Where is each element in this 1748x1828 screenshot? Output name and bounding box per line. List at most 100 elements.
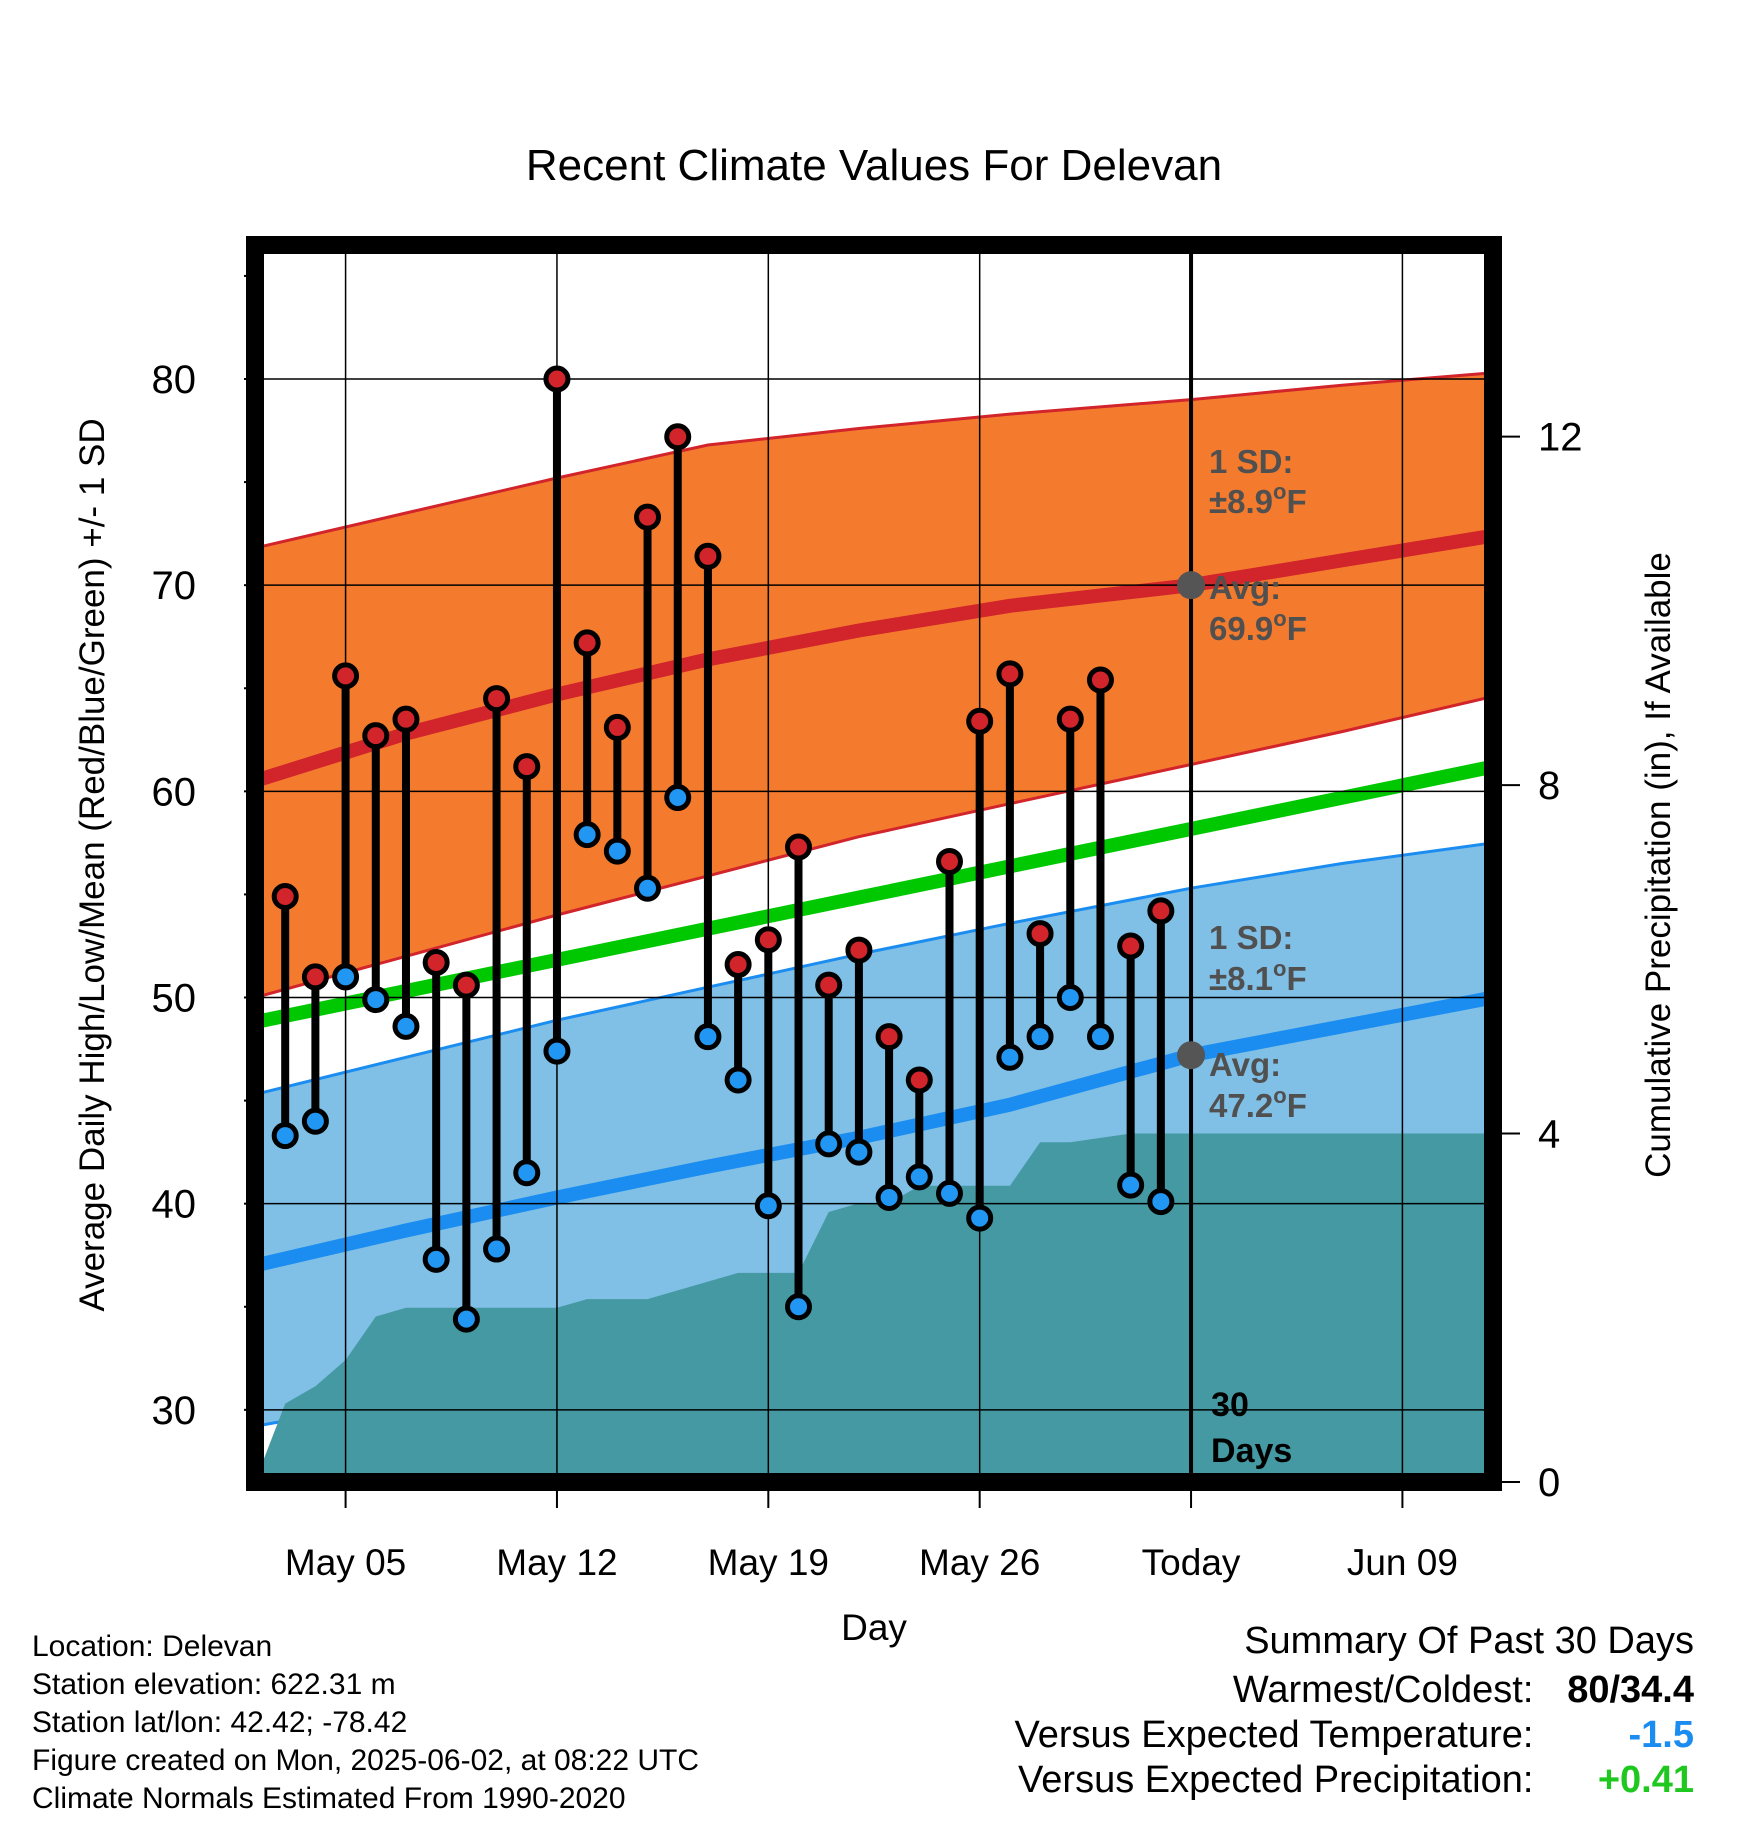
precip-area — [255, 1133, 1493, 1482]
info-elevation: Station elevation: 622.31 m — [32, 1668, 396, 1701]
daily-low-point — [573, 821, 601, 849]
summary-warmest-value: 80/34.4 — [1567, 1669, 1694, 1711]
y-tick-label: 60 — [152, 770, 197, 814]
summary-temp-label: Versus Expected Temperature: — [1014, 1714, 1534, 1756]
daily-low-point — [1026, 1023, 1054, 1051]
daily-low-point — [724, 1066, 752, 1094]
summary-temp-row: Versus Expected Temperature: -1.5 — [1015, 1714, 1694, 1757]
daily-low-point — [332, 963, 360, 991]
chart-title: Recent Climate Values For Delevan — [526, 141, 1222, 190]
daily-low-point — [996, 1043, 1024, 1071]
daily-low-point — [1117, 1171, 1145, 1199]
daily-low-point — [422, 1245, 450, 1273]
daily-low-point — [452, 1305, 480, 1333]
daily-high-point — [935, 847, 963, 875]
today-low-avg-marker — [1177, 1041, 1206, 1070]
normal-high-lower-line — [255, 695, 1493, 999]
period-label-number: 30 — [1211, 1386, 1249, 1424]
daily-high-point — [332, 662, 360, 690]
daily-high-point — [1056, 705, 1084, 733]
x-tick-label: May 12 — [496, 1542, 617, 1583]
daily-high-point — [543, 365, 571, 393]
daily-low-point — [1056, 984, 1084, 1012]
daily-high-point — [422, 948, 450, 976]
info-normals: Climate Normals Estimated From 1990-2020 — [32, 1782, 626, 1815]
daily-low-point — [634, 874, 662, 902]
summary-precip-value: +0.41 — [1597, 1759, 1694, 1801]
today-high-avg-marker — [1177, 571, 1206, 600]
daily-low-point — [1086, 1023, 1114, 1051]
plot-frame — [246, 236, 1502, 1491]
high-sd-label: 1 SD: — [1209, 443, 1293, 480]
daily-high-point — [966, 707, 994, 735]
daily-low-point — [483, 1235, 511, 1263]
daily-high-point — [271, 882, 299, 910]
y2-tick-label: 4 — [1538, 1113, 1560, 1157]
daily-high-point — [392, 705, 420, 733]
daily-high-point — [724, 951, 752, 979]
daily-high-point — [785, 833, 813, 861]
daily-high-point — [452, 971, 480, 999]
daily-low-point — [905, 1163, 933, 1191]
summary-temp-value: -1.5 — [1628, 1714, 1694, 1756]
daily-high-point — [513, 753, 541, 781]
daily-high-point — [875, 1023, 903, 1051]
daily-high-point — [996, 660, 1024, 688]
station-info: Location: Delevan Station elevation: 622… — [32, 1628, 699, 1818]
summary-warmest-label: Warmest/Coldest: — [1232, 1669, 1534, 1711]
y-tick-label: 40 — [152, 1183, 197, 1227]
daily-high-point — [1147, 897, 1175, 925]
daily-low-point — [301, 1107, 329, 1135]
daily-high-point — [483, 685, 511, 713]
x-tick-label: Jun 09 — [1347, 1542, 1458, 1583]
daily-low-point — [815, 1130, 843, 1158]
daily-high-point — [664, 423, 692, 451]
normal-high-avg-line — [255, 528, 1493, 788]
high-avg-label: Avg: — [1209, 569, 1281, 606]
low-avg-value: 47.2oF — [1209, 1083, 1307, 1124]
x-tick-label: May 19 — [708, 1542, 829, 1583]
summary-warmest-row: Warmest/Coldest: 80/34.4 — [1015, 1669, 1694, 1712]
daily-low-point — [603, 837, 631, 865]
x-tick-label: Today — [1142, 1542, 1241, 1583]
y-axis-label: Average Daily High/Low/Mean (Red/Blue/Gr… — [73, 418, 112, 1311]
normal-high-upper-line — [255, 371, 1493, 550]
daily-high-point — [754, 926, 782, 954]
daily-low-point — [785, 1293, 813, 1321]
high-sd-value: ±8.9oF — [1209, 479, 1307, 520]
y-tick-label: 70 — [152, 564, 197, 608]
y2-tick-label: 8 — [1538, 764, 1560, 808]
info-latlon: Station lat/lon: 42.42; -78.42 — [32, 1706, 408, 1739]
low-sd-label: 1 SD: — [1209, 919, 1293, 956]
high-avg-value: 69.9oF — [1209, 606, 1307, 647]
normal-high-sd-band — [255, 372, 1493, 998]
daily-low-point — [1147, 1188, 1175, 1216]
daily-low-point — [362, 986, 390, 1014]
daily-high-point — [694, 542, 722, 570]
low-avg-label: Avg: — [1209, 1046, 1281, 1083]
daily-high-point — [1086, 666, 1114, 694]
daily-high-point — [905, 1066, 933, 1094]
daily-high-point — [1117, 932, 1145, 960]
daily-high-point — [603, 713, 631, 741]
summary-title: Summary Of Past 30 Days — [1244, 1620, 1694, 1662]
summary-panel: Summary Of Past 30 Days Warmest/Coldest:… — [1015, 1620, 1694, 1802]
y-tick-label: 80 — [152, 358, 197, 402]
daily-high-point — [815, 971, 843, 999]
daily-high-point — [573, 629, 601, 657]
y2-axis-label: Cumulative Precipitation (in), If Availa… — [1639, 552, 1678, 1178]
daily-low-point — [271, 1122, 299, 1150]
daily-low-point — [543, 1037, 571, 1065]
x-tick-label: May 05 — [285, 1542, 406, 1583]
daily-high-point — [362, 722, 390, 750]
y2-tick-label: 12 — [1538, 416, 1583, 460]
y-tick-label: 30 — [152, 1389, 197, 1433]
plot-area — [255, 245, 1493, 1482]
summary-precip-label: Versus Expected Precipitation: — [1018, 1759, 1534, 1801]
daily-low-point — [513, 1159, 541, 1187]
daily-high-point — [1026, 920, 1054, 948]
x-axis-label: Day — [841, 1607, 907, 1648]
y2-tick-label: 0 — [1538, 1461, 1560, 1505]
daily-low-point — [664, 784, 692, 812]
